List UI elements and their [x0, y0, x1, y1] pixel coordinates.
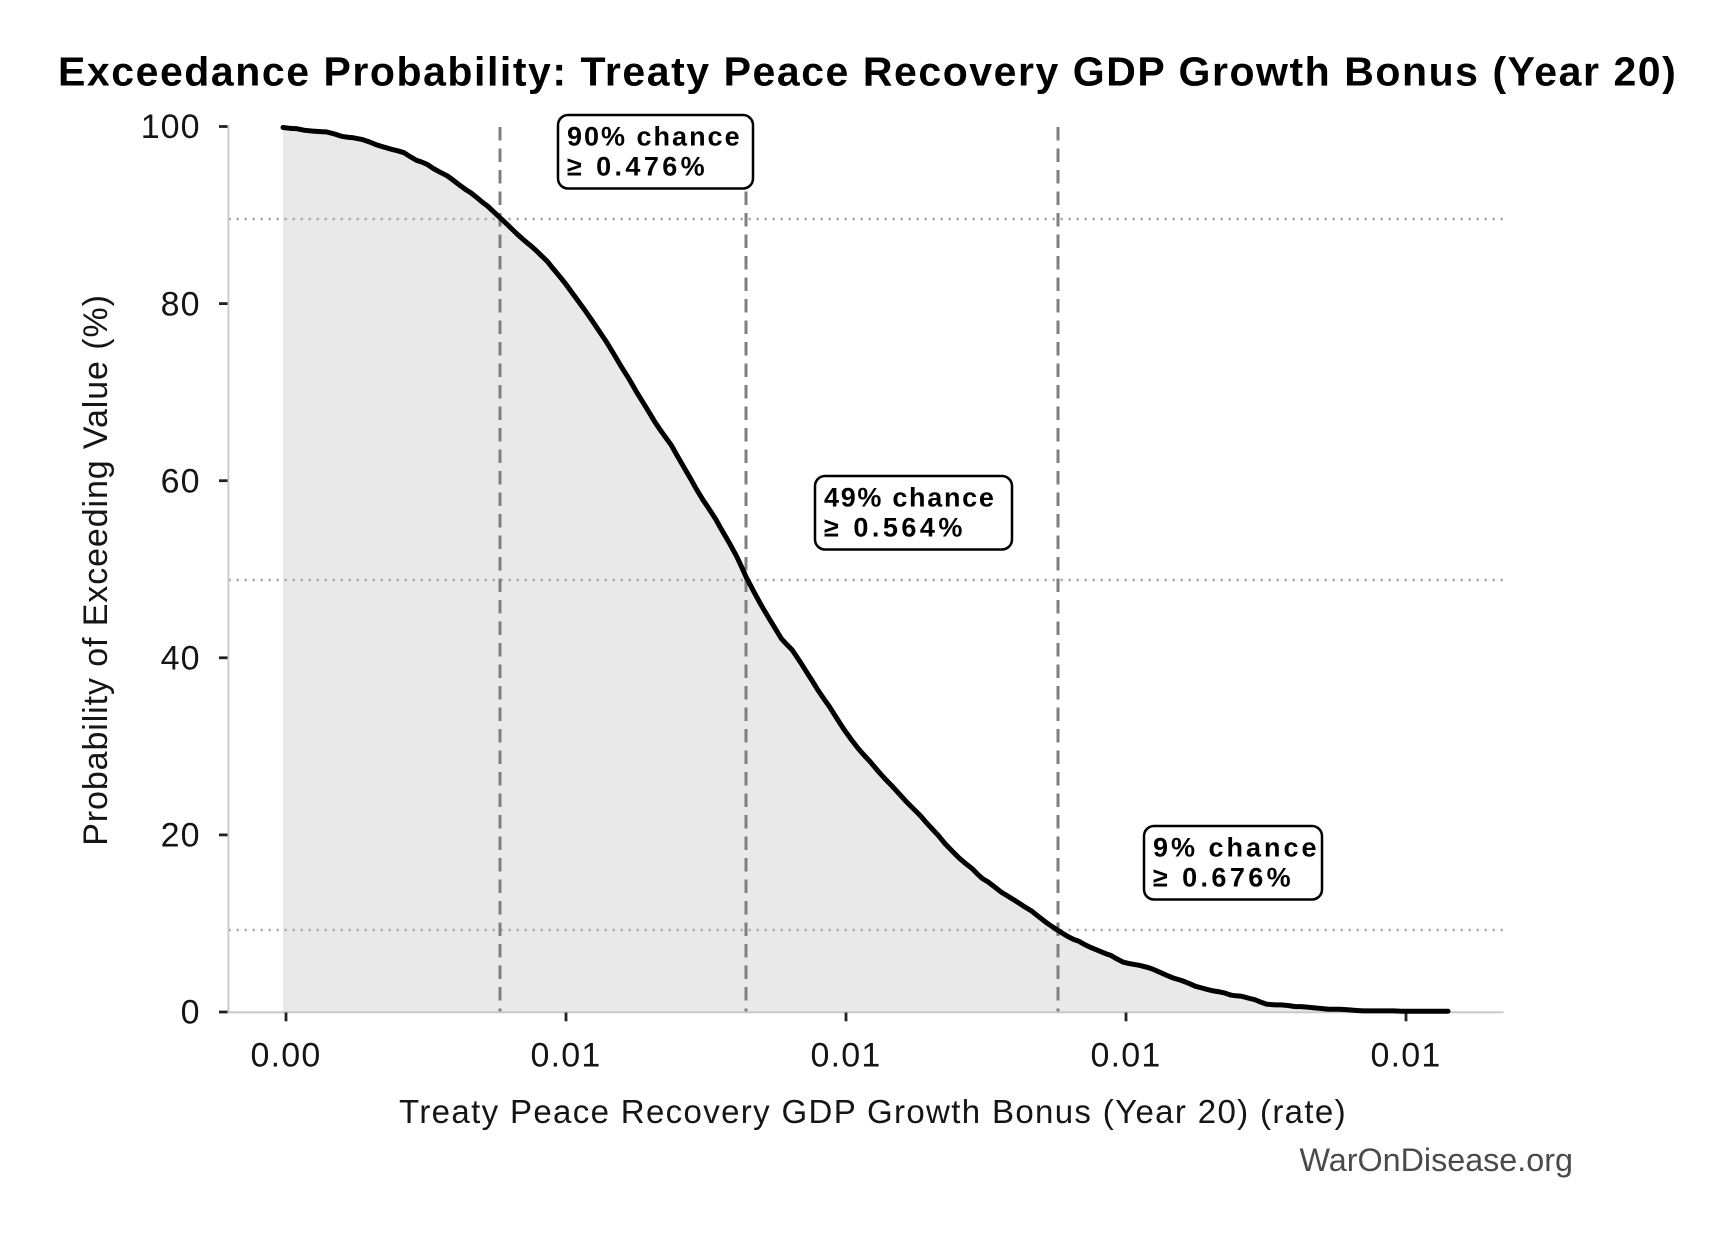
svg-text:20: 20 — [161, 817, 201, 855]
svg-text:49% chance: 49% chance — [824, 483, 996, 513]
svg-text:40: 40 — [161, 640, 201, 678]
svg-text:0: 0 — [181, 994, 201, 1032]
svg-text:0.01: 0.01 — [811, 1037, 882, 1075]
svg-text:0.01: 0.01 — [531, 1037, 602, 1075]
svg-text:0.01: 0.01 — [1091, 1037, 1162, 1075]
svg-text:≥ 0.476%: ≥ 0.476% — [567, 152, 708, 182]
svg-text:60: 60 — [161, 462, 201, 500]
svg-text:WarOnDisease.org: WarOnDisease.org — [1300, 1142, 1573, 1178]
svg-text:Probability of Exceeding Value: Probability of Exceeding Value (%) — [77, 294, 115, 846]
svg-text:100: 100 — [141, 108, 201, 146]
svg-text:≥ 0.564%: ≥ 0.564% — [824, 513, 966, 543]
svg-text:0.01: 0.01 — [1371, 1037, 1442, 1075]
svg-text:0.00: 0.00 — [251, 1037, 322, 1075]
svg-text:Treaty Peace Recovery GDP Grow: Treaty Peace Recovery GDP Growth Bonus (… — [399, 1093, 1347, 1130]
svg-text:90% chance: 90% chance — [567, 122, 742, 152]
svg-text:≥ 0.676%: ≥ 0.676% — [1153, 863, 1294, 893]
svg-text:9% chance: 9% chance — [1153, 833, 1320, 863]
svg-text:Exceedance Probability: Treaty: Exceedance Probability: Treaty Peace Rec… — [58, 49, 1677, 95]
svg-text:80: 80 — [161, 285, 201, 323]
